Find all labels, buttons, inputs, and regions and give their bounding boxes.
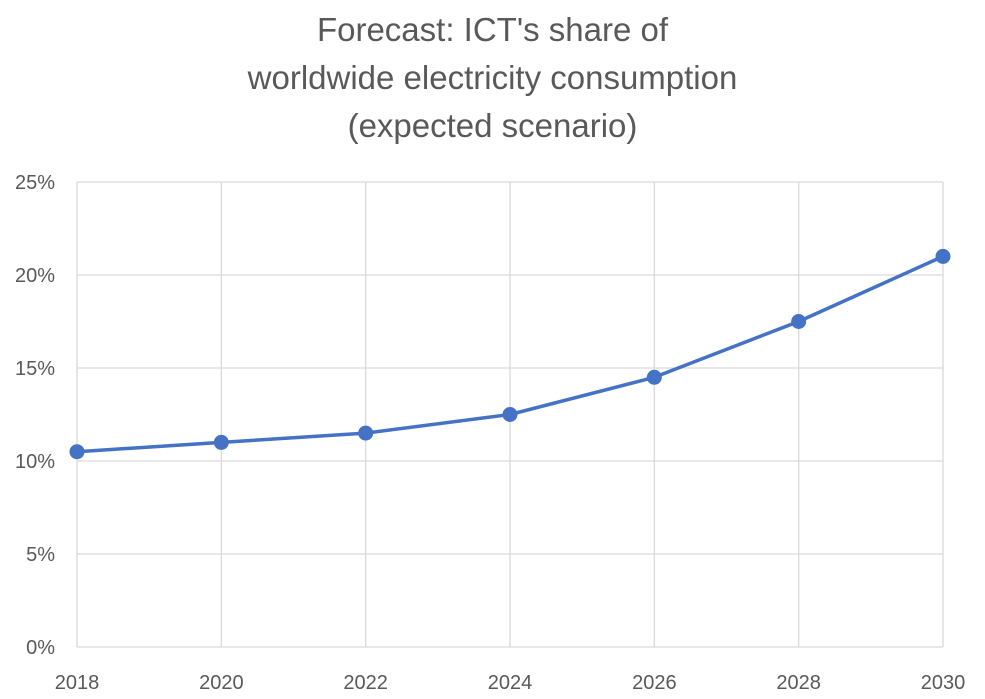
gridlines — [76, 181, 944, 648]
x-tick-label: 2028 — [776, 672, 821, 694]
data-point — [358, 425, 374, 441]
data-point — [791, 314, 807, 329]
x-tick-label: 2022 — [343, 672, 388, 694]
data-point — [502, 407, 518, 422]
data-point — [213, 434, 229, 450]
y-tick-label: 5% — [26, 544, 55, 566]
y-tick-label: 20% — [15, 265, 55, 287]
x-tick-label: 2026 — [632, 672, 677, 694]
x-tick-label: 2024 — [488, 672, 533, 694]
series-group — [69, 248, 951, 460]
x-axis-tick-labels: 2018 2020 2022 2024 2026 2028 2030 — [55, 672, 966, 694]
x-tick-label: 2020 — [199, 672, 244, 694]
data-point — [69, 444, 85, 460]
chart-title-line-2: worldwide electricity consumption — [247, 59, 738, 96]
y-tick-label: 0% — [26, 637, 55, 659]
x-tick-label: 2030 — [921, 672, 966, 694]
chart-title-line-3: (expected scenario) — [347, 107, 638, 144]
y-axis-tick-labels: 0% 5% 10% 15% 20% 25% — [15, 172, 55, 659]
chart-title-line-1: Forecast: ICT's share of — [316, 11, 669, 48]
data-point — [646, 369, 662, 385]
y-tick-label: 25% — [15, 172, 55, 194]
chart-title: Forecast: ICT's share of worldwide elect… — [0, 6, 985, 150]
y-tick-label: 15% — [15, 358, 55, 380]
x-tick-label: 2018 — [55, 672, 100, 694]
y-tick-label: 10% — [15, 451, 55, 473]
data-point — [935, 248, 951, 264]
